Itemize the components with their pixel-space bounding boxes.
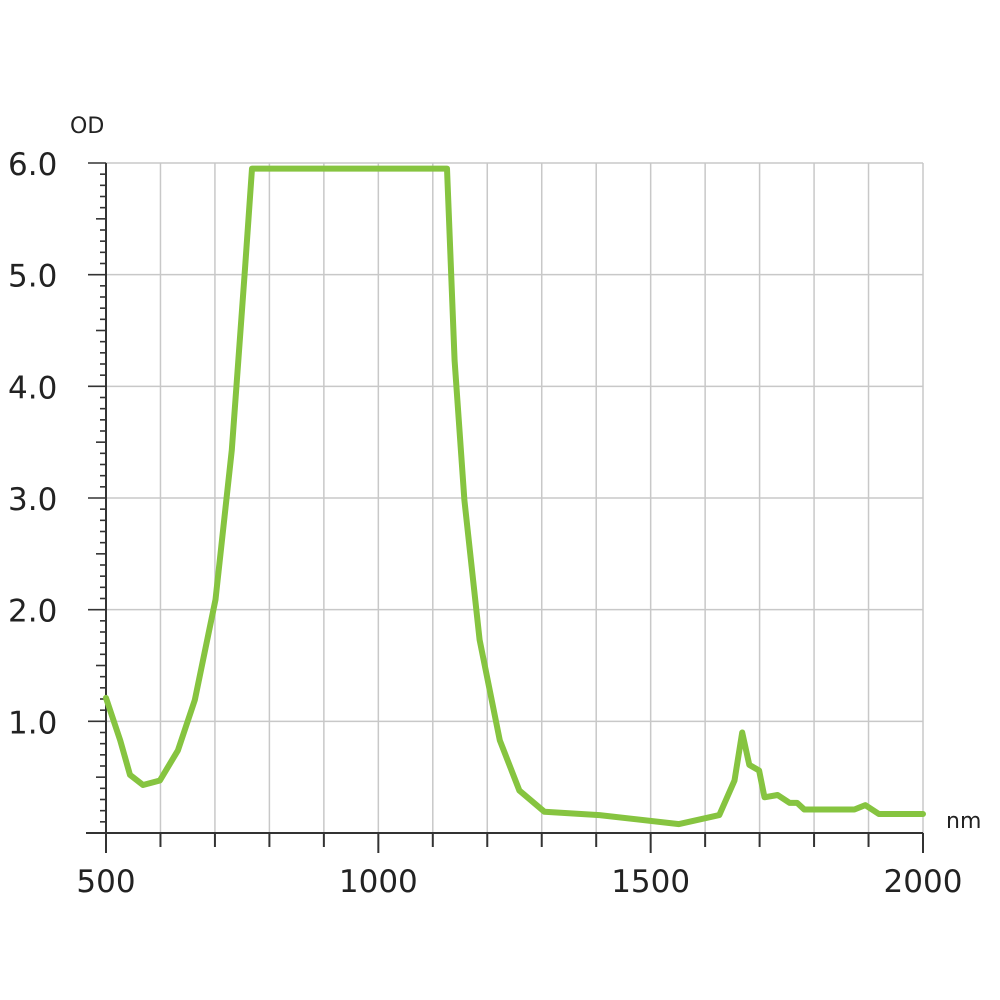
y-axis-label: OD [70,114,104,139]
y-tick-label: 4.0 [8,370,57,406]
od-series-line [103,165,926,828]
y-tick-label: 5.0 [8,259,57,295]
y-tick-label: 2.0 [8,594,57,630]
y-tick-label: 3.0 [8,482,57,518]
x-axis-label: nm [946,809,981,834]
x-tick-label: 1500 [611,864,690,900]
x-tick-label: 2000 [884,864,963,900]
y-tick-label: 6.0 [8,147,57,183]
x-tick-label: 500 [76,864,135,900]
x-tick-label: 1000 [339,864,418,900]
y-tick-label: 1.0 [8,705,57,741]
